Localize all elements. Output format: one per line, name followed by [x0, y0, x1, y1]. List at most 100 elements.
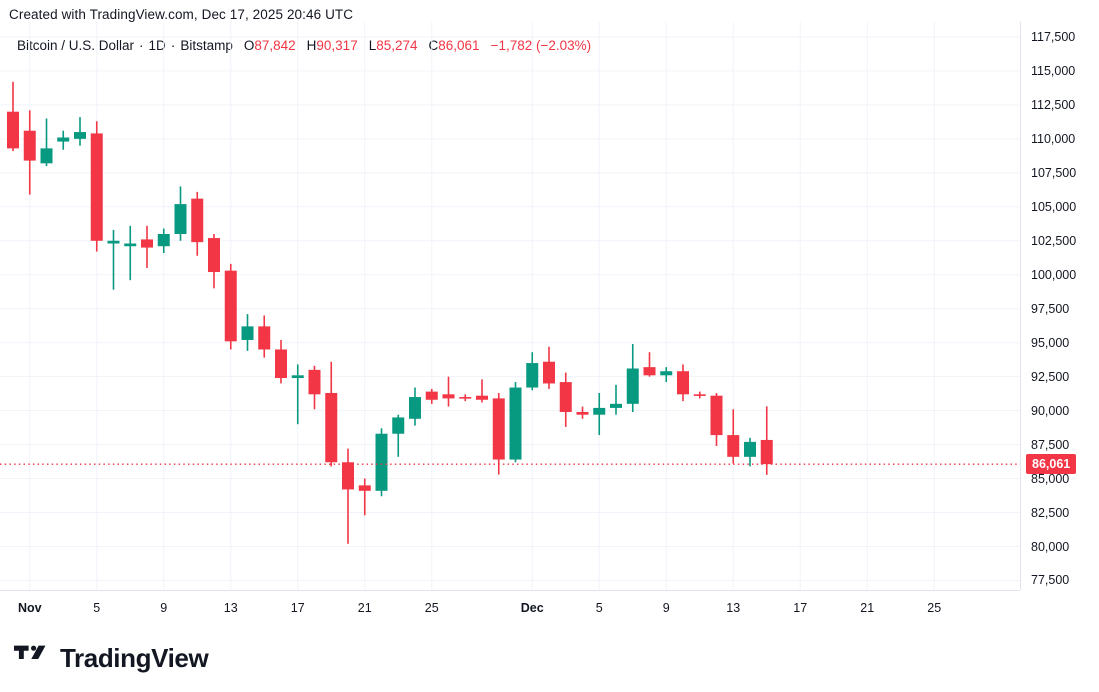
candle [258, 315, 271, 358]
time-tick-label: Nov [17, 601, 42, 615]
candle [760, 406, 773, 475]
candlestick-plot-area[interactable] [0, 22, 1020, 590]
candle [492, 392, 505, 475]
legend-low-value: 85,274 [376, 38, 418, 53]
candle [124, 225, 137, 281]
candle [526, 352, 539, 391]
candle [74, 117, 86, 146]
time-tick-label: 25 [927, 601, 942, 615]
price-tick-label: 92,500 [1031, 369, 1070, 384]
price-tick-label: 77,500 [1031, 573, 1070, 588]
candle [208, 233, 220, 289]
legend-interval[interactable]: 1D [148, 38, 166, 53]
candle [509, 382, 522, 463]
price-tick-label: 85,000 [1031, 471, 1070, 486]
time-scale-divider [0, 590, 1020, 591]
time-tick-label: 21 [860, 601, 875, 615]
candle [157, 228, 170, 254]
price-tick-label: 87,500 [1031, 437, 1070, 452]
price-tick-label: 95,000 [1031, 335, 1070, 350]
candle [442, 376, 455, 407]
price-tick-label: 82,500 [1031, 505, 1070, 520]
legend-dot-2: · [170, 38, 176, 53]
candle [308, 365, 321, 410]
candle [677, 364, 689, 402]
price-tick-label: 115,000 [1031, 63, 1076, 78]
price-tick-label: 105,000 [1031, 199, 1077, 214]
time-tick-label: 25 [424, 601, 439, 615]
time-tick-label: 9 [662, 601, 670, 615]
candle [291, 364, 304, 425]
time-tick-label: Dec [520, 601, 544, 615]
time-tick-label: 21 [357, 601, 372, 615]
candle [40, 118, 53, 167]
price-tick-label: 102,500 [1031, 233, 1077, 248]
legend-low: L85,274 [369, 38, 418, 53]
time-tick-label: 5 [93, 601, 101, 615]
legend-close: C86,061 [429, 38, 480, 53]
candle [275, 339, 287, 384]
legend-change: −1,782 (−2.03%) [490, 38, 592, 53]
tradingview-brand[interactable]: TradingView [14, 642, 209, 673]
grid-lines [0, 22, 1020, 590]
legend-exchange[interactable]: Bitstamp [180, 38, 233, 53]
time-scale[interactable]: Nov 5 9 13 17 21 25 Dec 5 9 13 17 21 25 [0, 590, 1020, 622]
price-tick-label: 112,500 [1031, 97, 1076, 112]
candle [643, 352, 656, 377]
candles [7, 81, 773, 544]
price-tick-label: 117,500 [1031, 29, 1076, 44]
candle [660, 367, 673, 383]
tradingview-logo-icon [14, 643, 50, 672]
candle [476, 379, 488, 403]
candle [626, 344, 639, 412]
candle [392, 414, 405, 457]
candle [693, 391, 706, 399]
candle [224, 263, 237, 350]
candle [576, 406, 589, 419]
time-tick-label: 13 [726, 601, 741, 615]
attribution-text: Created with TradingView.com, Dec 17, 20… [9, 7, 354, 22]
time-tick-label: 17 [290, 601, 305, 615]
candle [107, 229, 120, 290]
price-tick-label: 110,000 [1031, 131, 1076, 146]
candle [191, 191, 204, 256]
legend-low-key: L [368, 38, 377, 53]
tradingview-wordmark: TradingView [60, 642, 209, 673]
candle [23, 110, 36, 195]
time-tick-label: 17 [793, 601, 808, 615]
candle [727, 409, 740, 464]
candle [744, 437, 756, 467]
legend-close-key: C [428, 38, 439, 53]
price-tick-label: 80,000 [1031, 539, 1070, 554]
candle [325, 361, 338, 467]
candle [90, 121, 103, 252]
candle [559, 372, 572, 427]
legend-open: O87,842 [244, 38, 296, 53]
candle [593, 392, 606, 436]
candle [7, 81, 19, 152]
price-tick-label: 90,000 [1031, 403, 1070, 418]
candle [358, 478, 371, 516]
legend-high: H90,317 [307, 38, 358, 53]
price-scale[interactable]: 117,500 115,000 112,500 110,000 107,500 105,0… [1020, 22, 1099, 590]
time-tick-label: 13 [223, 601, 238, 615]
candle [141, 225, 153, 268]
candle [342, 448, 354, 544]
current-price-badge: 86,061 [1026, 454, 1077, 475]
candle [610, 384, 622, 415]
candle [409, 387, 421, 426]
candle [375, 428, 388, 497]
legend-symbol[interactable]: Bitcoin / U.S. Dollar [17, 38, 135, 53]
candle [710, 392, 723, 446]
legend-dot-1: · [139, 38, 144, 53]
price-tick-label: 107,500 [1031, 165, 1077, 180]
candle [543, 346, 555, 389]
legend-high-value: 90,317 [316, 38, 358, 53]
candlestick-svg [0, 22, 1020, 590]
price-tick-label: 97,500 [1031, 301, 1070, 316]
legend-high-key: H [306, 38, 317, 53]
legend-open-key: O [243, 38, 255, 53]
candle [425, 388, 438, 404]
legend-close-value: 86,061 [438, 38, 480, 53]
time-tick-label: 9 [160, 601, 168, 615]
